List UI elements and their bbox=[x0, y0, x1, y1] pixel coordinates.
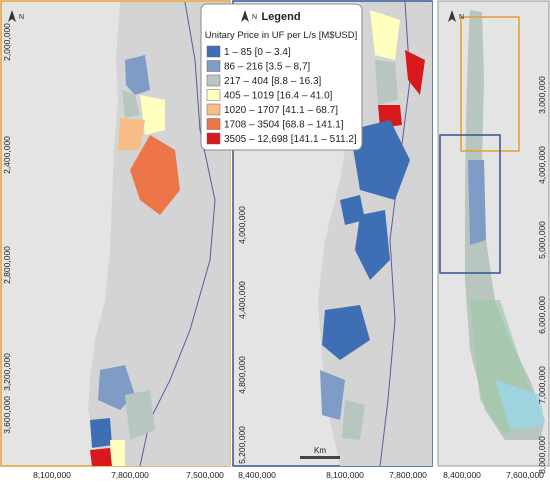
region bbox=[495, 380, 545, 430]
y-tick-label: 4,000,000 bbox=[237, 206, 247, 244]
y-tick-label: 4,800,000 bbox=[237, 356, 247, 394]
x-tick-label: 8,400,000 bbox=[238, 470, 276, 480]
panel-overview bbox=[437, 0, 550, 467]
legend-swatch bbox=[206, 89, 221, 101]
legend-swatch bbox=[206, 74, 221, 87]
x-tick-label: 7,800,000 bbox=[389, 470, 427, 480]
region bbox=[118, 118, 145, 150]
x-tick-label: 7,500,000 bbox=[186, 470, 224, 480]
x-tick-label: 8,400,000 bbox=[443, 470, 481, 480]
scale-label: Km bbox=[314, 446, 326, 455]
legend-subtitle: Unitary Price in UF per L/s [M$USD] bbox=[205, 30, 358, 41]
region bbox=[125, 55, 150, 95]
y-tick-label: 5,200,000 bbox=[237, 426, 247, 464]
region bbox=[322, 305, 370, 360]
y-tick-label: 8,000,000 bbox=[537, 436, 547, 474]
north-arrow bbox=[241, 10, 249, 22]
region bbox=[90, 448, 112, 466]
panel-north bbox=[0, 0, 231, 467]
region bbox=[130, 135, 180, 215]
north-label: N bbox=[252, 14, 257, 21]
region bbox=[90, 418, 112, 448]
x-tick-label: 7,800,000 bbox=[111, 470, 149, 480]
region bbox=[370, 10, 400, 60]
region bbox=[110, 440, 125, 466]
region bbox=[340, 195, 365, 225]
region bbox=[355, 210, 390, 280]
legend-swatch bbox=[206, 103, 221, 116]
region bbox=[350, 120, 410, 200]
region bbox=[320, 370, 345, 420]
y-tick-label: 4,000,000 bbox=[537, 146, 547, 184]
legend-label: 1 – 85 [0 – 3.4] bbox=[224, 47, 291, 58]
extent-north bbox=[460, 16, 520, 152]
region bbox=[140, 95, 165, 135]
extent-central bbox=[439, 134, 501, 274]
y-tick-label: 4,400,000 bbox=[237, 281, 247, 319]
legend-swatch bbox=[206, 60, 221, 72]
region bbox=[468, 160, 486, 245]
region bbox=[375, 60, 398, 105]
region bbox=[405, 50, 425, 95]
legend-label: 1020 – 1707 [41.1 – 68.7] bbox=[224, 105, 338, 116]
x-tick-label: 7,600,000 bbox=[506, 470, 544, 480]
region bbox=[122, 90, 140, 118]
north-label: N bbox=[459, 14, 464, 21]
x-tick-label: 8,100,000 bbox=[33, 470, 71, 480]
y-tick-label: 2,800,000 bbox=[2, 246, 12, 284]
region bbox=[342, 400, 365, 440]
north-arrow bbox=[448, 10, 456, 22]
legend-title: Legend bbox=[261, 11, 300, 23]
legend-swatch bbox=[206, 132, 221, 145]
panel-central bbox=[232, 0, 433, 467]
legend-box bbox=[200, 3, 363, 151]
y-tick-label: 7,000,000 bbox=[537, 366, 547, 404]
y-tick-label: 2,400,000 bbox=[2, 136, 12, 174]
scale-bar bbox=[300, 456, 340, 459]
legend-label: 1708 – 3504 [68.8 – 141.1] bbox=[224, 120, 344, 131]
legend-label: 217 – 404 [8.8 – 16.3] bbox=[224, 76, 322, 87]
y-tick-label: 3,200,000 bbox=[2, 353, 12, 391]
y-tick-label: 3,600,000 bbox=[2, 396, 12, 434]
north-arrow bbox=[8, 10, 16, 22]
north-label: N bbox=[19, 14, 24, 21]
legend-label: 405 – 1019 [16.4 – 41.0] bbox=[224, 91, 333, 102]
region bbox=[125, 390, 155, 440]
legend-label: 86 – 216 [3.5 – 8,7] bbox=[224, 62, 310, 73]
x-tick-label: 8,100,000 bbox=[326, 470, 364, 480]
legend-swatch bbox=[206, 118, 221, 130]
land bbox=[88, 2, 230, 466]
legend-label: 3505 – 12,698 [141.1 – 511.2] bbox=[224, 134, 357, 145]
y-tick-label: 2,000,000 bbox=[2, 23, 12, 61]
legend-swatch bbox=[206, 45, 221, 58]
y-tick-label: 3,000,000 bbox=[537, 76, 547, 114]
border bbox=[139, 1, 216, 467]
y-tick-label: 6,000,000 bbox=[537, 296, 547, 334]
legend: Legend Unitary Price in UF per L/s [M$US… bbox=[200, 3, 363, 151]
y-tick-label: 5,000,000 bbox=[537, 221, 547, 259]
